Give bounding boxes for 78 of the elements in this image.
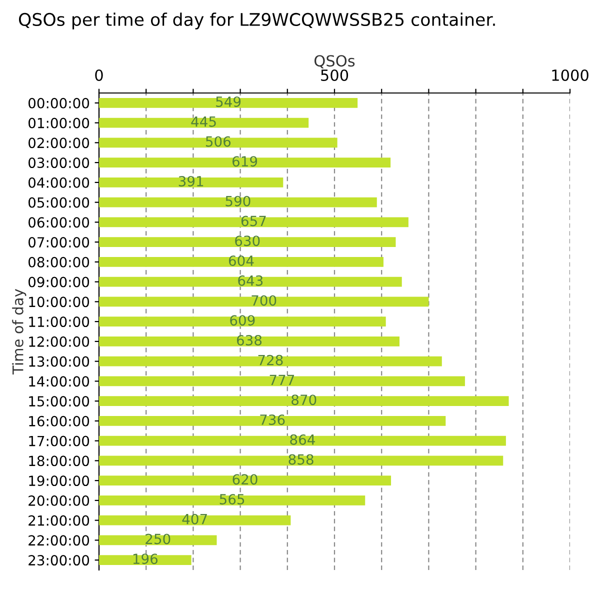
bar xyxy=(99,476,392,486)
data-label: 609 xyxy=(230,315,255,326)
data-label: 728 xyxy=(258,354,283,366)
y-tick-label: 16:00:00 xyxy=(29,416,90,426)
bar xyxy=(99,296,429,307)
x-tick-label: 500 xyxy=(321,69,348,82)
x-tick-label: 0 xyxy=(95,69,103,82)
y-tick-label: 14:00:00 xyxy=(29,376,90,387)
data-label: 445 xyxy=(191,116,216,127)
bar xyxy=(99,515,291,526)
y-tick-label: 03:00:00 xyxy=(28,158,90,168)
y-tick-label: 02:00:00 xyxy=(28,138,90,148)
y-tick-label: 17:00:00 xyxy=(29,436,90,446)
x-tick-label: 1000 xyxy=(552,69,588,82)
data-label: 630 xyxy=(235,236,260,246)
y-tick-label: 12:00:00 xyxy=(29,336,90,347)
x-axis-title: QSOs xyxy=(314,55,355,68)
data-label: 590 xyxy=(226,196,250,206)
y-tick-label: 05:00:00 xyxy=(28,197,90,208)
data-label: 700 xyxy=(252,295,276,306)
y-tick-label: 00:00:00 xyxy=(28,98,90,108)
data-label: 777 xyxy=(270,374,294,386)
bar xyxy=(99,436,506,446)
data-label: 549 xyxy=(216,96,241,107)
bar xyxy=(99,158,391,168)
bar xyxy=(99,396,509,406)
bar xyxy=(99,138,338,148)
y-tick-label: 15:00:00 xyxy=(29,396,90,407)
y-tick-label: 04:00:00 xyxy=(28,177,90,188)
y-tick-label: 07:00:00 xyxy=(28,237,90,248)
data-label: 506 xyxy=(206,136,231,147)
data-label: 196 xyxy=(133,554,158,564)
y-tick-label: 21:00:00 xyxy=(28,515,90,526)
y-tick-label: 13:00:00 xyxy=(29,356,90,367)
data-label: 565 xyxy=(220,494,244,504)
y-tick-label: 08:00:00 xyxy=(28,256,90,268)
data-label: 620 xyxy=(232,474,258,485)
bar xyxy=(99,356,442,366)
data-label: 638 xyxy=(236,334,262,346)
bar xyxy=(99,118,309,128)
bar xyxy=(99,256,384,267)
data-label: 407 xyxy=(182,514,207,524)
y-tick-label: 09:00:00 xyxy=(28,276,90,288)
y-tick-label: 11:00:00 xyxy=(29,316,90,328)
y-tick-label: 18:00:00 xyxy=(29,456,90,466)
bar xyxy=(99,376,465,386)
data-label: 643 xyxy=(238,275,263,286)
bar xyxy=(99,237,396,248)
y-tick-label: 06:00:00 xyxy=(28,217,90,228)
y-tick-label: 23:00:00 xyxy=(28,555,90,566)
data-label: 864 xyxy=(290,434,315,445)
data-label: 391 xyxy=(178,176,204,186)
bar xyxy=(99,456,504,466)
data-label: 604 xyxy=(228,255,254,266)
data-label: 736 xyxy=(260,414,285,425)
chart-title: QSOs per time of day for LZ9WCQWWSSB25 container. xyxy=(18,12,495,30)
bar xyxy=(99,555,192,566)
data-label: 619 xyxy=(232,156,258,167)
data-label: 657 xyxy=(241,216,266,226)
y-tick-label: 19:00:00 xyxy=(29,476,90,486)
bar xyxy=(99,495,366,506)
y-tick-label: 01:00:00 xyxy=(28,118,90,128)
bar xyxy=(99,416,446,426)
y-tick-label: 22:00:00 xyxy=(28,535,90,546)
y-axis-title: Time of day xyxy=(12,289,26,374)
y-tick-label: 10:00:00 xyxy=(29,296,90,308)
data-label: 858 xyxy=(288,454,314,465)
bar xyxy=(99,316,386,327)
bar xyxy=(99,177,284,188)
bar xyxy=(99,217,408,228)
y-tick-label: 20:00:00 xyxy=(28,495,90,506)
bar xyxy=(99,197,377,208)
bar xyxy=(99,98,358,108)
data-label: 870 xyxy=(292,394,316,406)
data-label: 250 xyxy=(146,534,170,544)
bar xyxy=(99,276,402,287)
bar xyxy=(99,336,400,346)
bar xyxy=(99,535,217,546)
